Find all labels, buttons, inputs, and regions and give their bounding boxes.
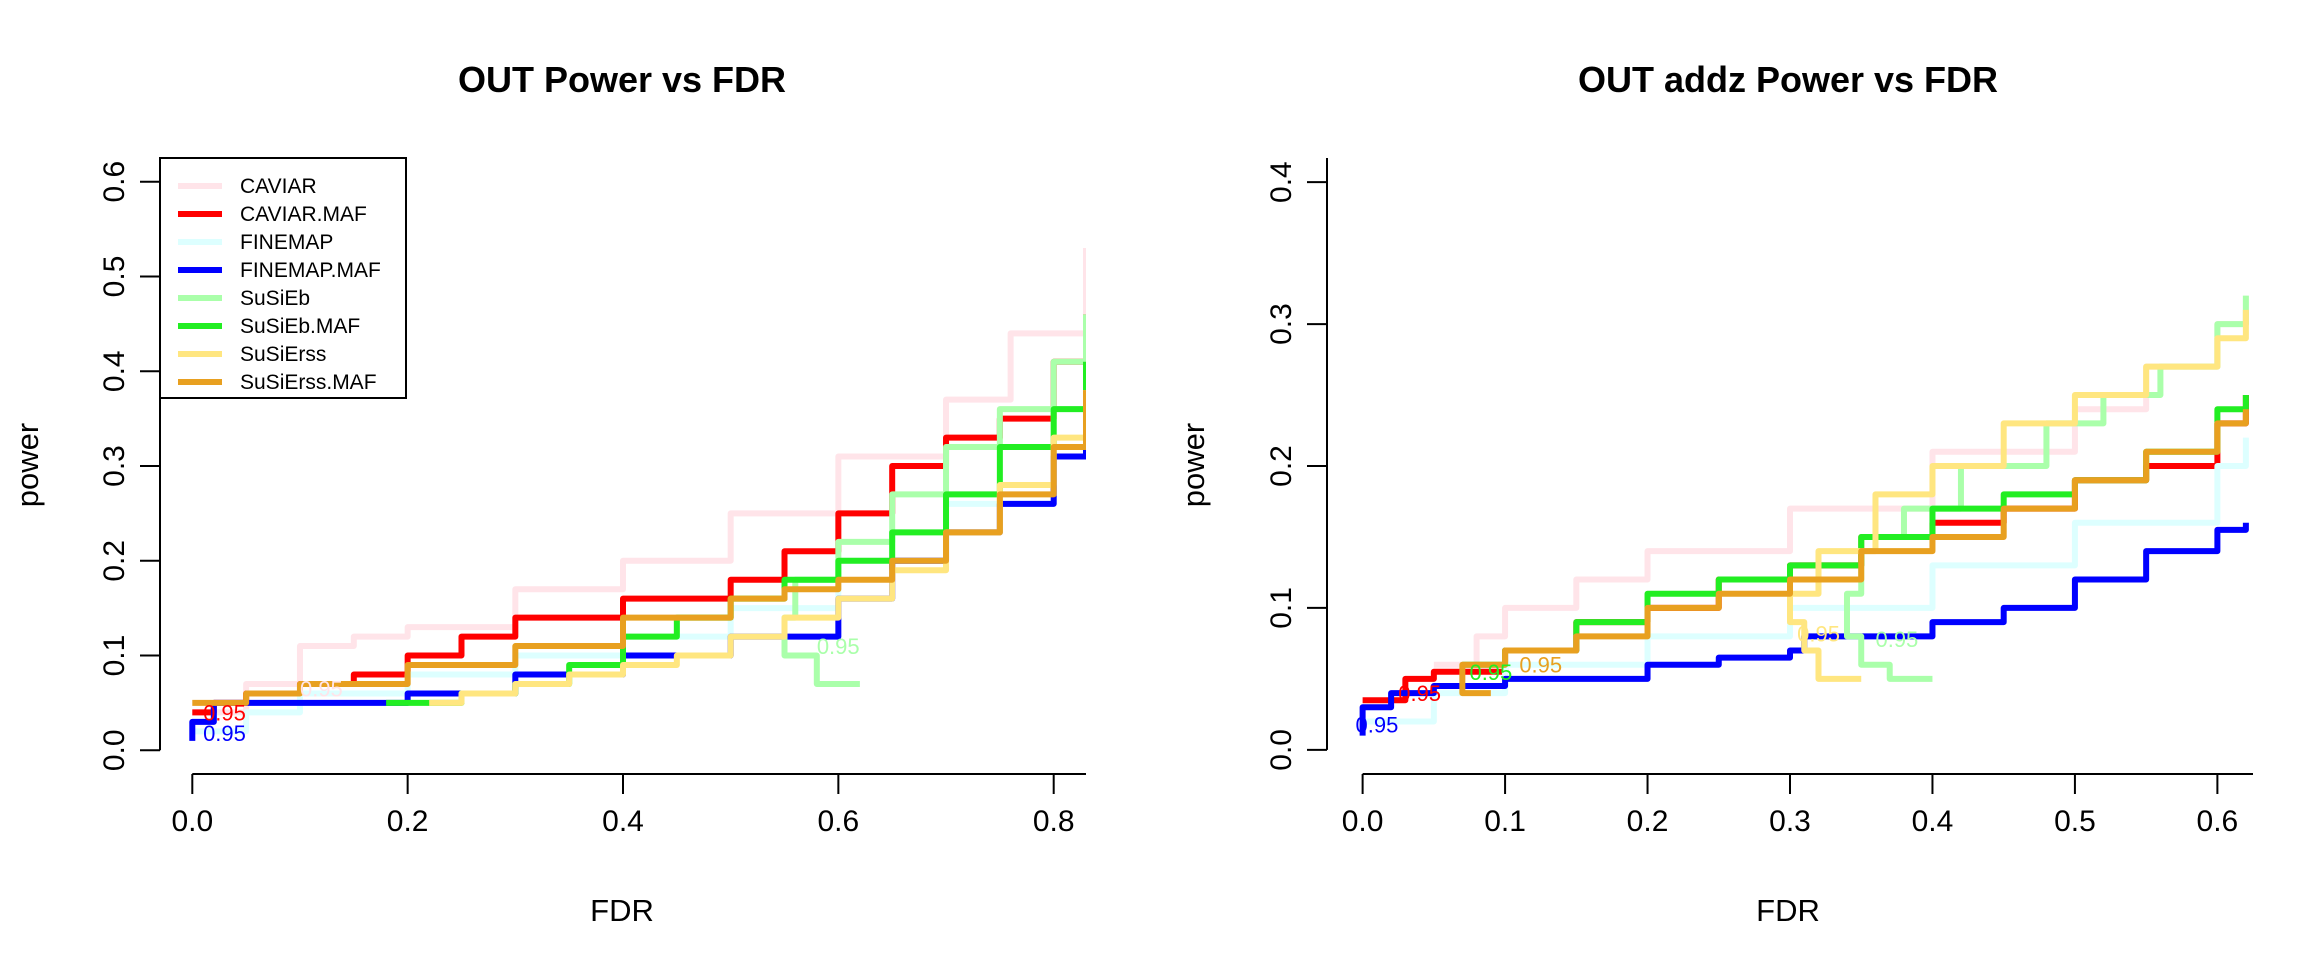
annotation-label: 0.95 — [1519, 653, 1562, 678]
x-tick-label: 0.3 — [1769, 805, 1811, 838]
annotation-label: 0.95 — [1797, 621, 1840, 646]
x-axis-label: FDR — [1756, 893, 1820, 928]
annotation-label: 0.95 — [203, 700, 246, 725]
x-axis-label: FDR — [590, 893, 654, 928]
y-tick-label: 0.1 — [98, 635, 131, 677]
x-tick-label: 0.4 — [602, 805, 644, 838]
annotation-label: 0.95 — [817, 634, 860, 659]
series-line-susieb-maf — [1462, 395, 2249, 668]
annotation-label: 0.95 — [1398, 681, 1441, 706]
x-tick-label: 0.1 — [1484, 805, 1526, 838]
series-line-susierss-maf — [192, 390, 1086, 706]
series-line-finemap — [192, 352, 1086, 735]
y-tick-label: 0.0 — [98, 729, 131, 771]
y-tick-label: 0.6 — [98, 161, 131, 203]
legend-entry: SuSiEb — [240, 287, 310, 310]
y-axis-label: power — [10, 423, 45, 507]
annotation-label: 0.95 — [203, 721, 246, 746]
legend-entry: CAVIAR — [240, 175, 317, 198]
x-tick-label: 0.6 — [2197, 805, 2239, 838]
chart-panel-right: OUT addz Power vs FDR FDR power 0.950.95… — [1176, 59, 2253, 928]
x-tick-label: 0.8 — [1033, 805, 1075, 838]
y-tick-label: 0.4 — [98, 350, 131, 392]
legend-entry: FINEMAP — [240, 231, 333, 254]
annotation-label: 0.95 — [1355, 712, 1398, 737]
series-group — [189, 248, 1086, 741]
annotation-label: 0.95 — [1875, 627, 1918, 652]
legend-entry: FINEMAP.MAF — [240, 259, 381, 282]
x-tick-label: 0.6 — [817, 805, 859, 838]
y-tick-label: 0.2 — [98, 540, 131, 582]
legend-entry: CAVIAR.MAF — [240, 203, 367, 226]
chart-title: OUT addz Power vs FDR — [1578, 59, 1998, 100]
x-tick-label: 0.5 — [2054, 805, 2096, 838]
y-tick-label: 0.3 — [1265, 303, 1298, 345]
y-tick-label: 0.2 — [1265, 445, 1298, 487]
x-tick-label: 0.4 — [1912, 805, 1954, 838]
x-tick-label: 0.2 — [1627, 805, 1669, 838]
series-line-susieb — [781, 314, 1086, 687]
legend: CAVIAR CAVIAR.MAF FINEMAP FINEMAP.MAF SuSiEb… — [159, 157, 407, 399]
y-tick-label: 0.3 — [98, 445, 131, 487]
series-line-caviar — [192, 248, 1086, 716]
annotation-label: 0.95 — [1469, 660, 1512, 685]
series-group — [1359, 295, 2249, 736]
x-tick-label: 0.2 — [387, 805, 429, 838]
chart-panel-left: OUT Power vs FDR FDR power 0.950.950.950… — [10, 59, 1086, 928]
annotation-label: 0.95 — [300, 677, 343, 702]
legend-box — [159, 157, 407, 399]
y-tick-label: 0.5 — [98, 256, 131, 298]
y-tick-label: 0.1 — [1265, 587, 1298, 629]
y-tick-label: 0.4 — [1265, 161, 1298, 203]
series-line-caviar-maf — [1362, 395, 2249, 704]
chart-title: OUT Power vs FDR — [458, 59, 786, 100]
x-tick-label: 0.0 — [1342, 805, 1384, 838]
y-axis-label: power — [1176, 423, 1211, 507]
legend-entry: SuSiErss.MAF — [240, 371, 377, 394]
legend-entry: SuSiEb.MAF — [240, 315, 360, 338]
series-line-susierss — [1787, 309, 2249, 682]
legend-entry: SuSiErss — [240, 343, 326, 366]
series-line-susierss-maf — [1459, 409, 2249, 697]
x-tick-label: 0.0 — [171, 805, 213, 838]
series-line-caviar — [1433, 309, 2249, 668]
series-line-susieb — [1843, 295, 2249, 682]
y-tick-label: 0.0 — [1265, 729, 1298, 771]
